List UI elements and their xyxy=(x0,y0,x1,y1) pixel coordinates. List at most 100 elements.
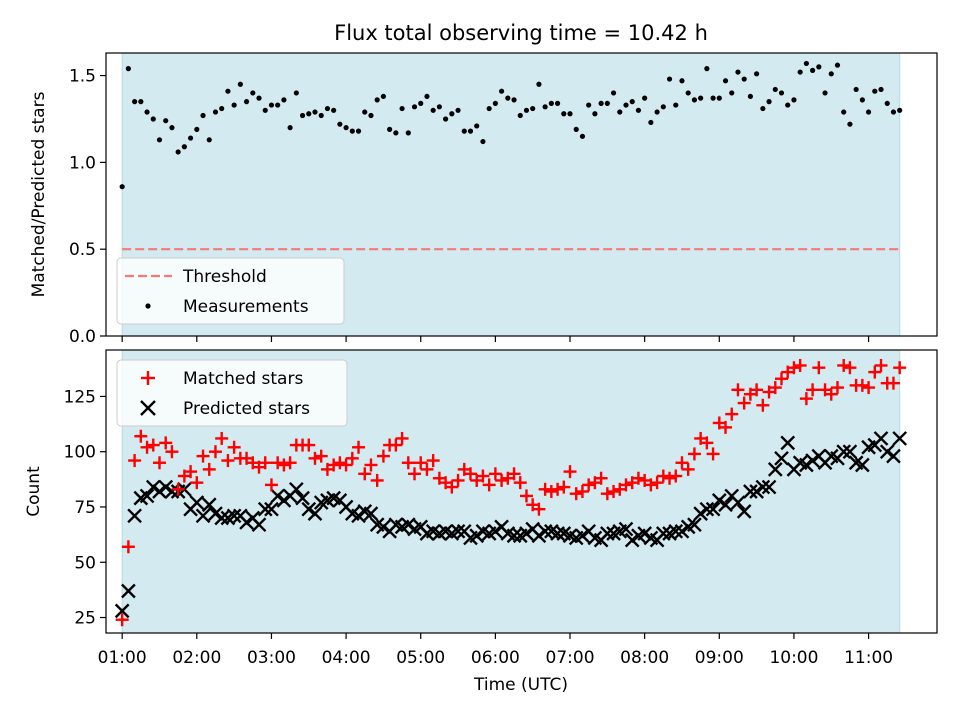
measurement-point xyxy=(710,95,716,101)
predicted-stars-point xyxy=(158,479,174,495)
predicted-stars-point xyxy=(805,453,820,468)
predicted-stars-point xyxy=(295,490,310,506)
measurement-point xyxy=(511,97,517,103)
measurement-point xyxy=(853,86,859,93)
predicted-stars-point xyxy=(145,479,161,495)
matched-stars-point xyxy=(793,358,807,372)
measurement-point xyxy=(561,111,567,117)
matched-stars-point xyxy=(420,462,434,476)
measurement-point xyxy=(778,90,785,96)
predicted-stars-point xyxy=(618,521,634,537)
measurement-point xyxy=(467,128,474,134)
matched-stars-point xyxy=(687,447,701,461)
predicted-stars-point xyxy=(307,506,323,521)
y-tick-label: 100 xyxy=(64,443,96,463)
predicted-stars-point xyxy=(450,523,466,539)
matched-stars-point xyxy=(725,407,739,421)
matched-stars-point xyxy=(532,502,546,516)
measurement-point xyxy=(368,112,374,119)
measurement-point xyxy=(604,100,610,106)
matched-stars-point xyxy=(128,454,142,468)
measurement-point xyxy=(163,118,169,124)
matched-stars-point xyxy=(283,456,297,470)
measurement-point xyxy=(399,105,405,112)
predicted-stars-point xyxy=(892,431,908,446)
y-tick-label: 1.0 xyxy=(69,153,96,173)
measurement-point xyxy=(150,116,156,122)
measurement-point xyxy=(530,105,536,112)
predicted-stars-point xyxy=(400,517,416,533)
measurements-series xyxy=(119,60,903,190)
matched-stars-point xyxy=(675,456,689,470)
predicted-stars-point xyxy=(743,484,758,499)
predicted-stars-point xyxy=(264,501,279,517)
measurement-point xyxy=(816,64,822,70)
matched-stars-point xyxy=(737,396,751,410)
legend-threshold-label: Threshold xyxy=(182,267,267,287)
measurement-point xyxy=(548,100,554,106)
matched-stars-point xyxy=(644,478,658,492)
x-tick-label: 02:00 xyxy=(172,648,221,668)
matched-stars-point xyxy=(196,449,210,463)
measurement-point xyxy=(268,102,275,108)
measurement-point xyxy=(623,102,629,108)
measurement-point xyxy=(436,104,442,110)
measurement-point xyxy=(461,128,467,134)
predicted-stars-point xyxy=(711,492,727,508)
predicted-stars-point xyxy=(301,501,317,517)
predicted-stars-point xyxy=(239,515,254,530)
measurement-point xyxy=(374,97,380,103)
bottom-axes-frame xyxy=(105,349,938,634)
measurement-point xyxy=(859,97,865,103)
matched-stars-point xyxy=(121,540,135,554)
matched-stars-point xyxy=(513,476,527,490)
predicted-stars-point xyxy=(755,479,771,495)
predicted-stars-point xyxy=(288,481,304,497)
measurement-point xyxy=(486,105,492,112)
x-tick-label: 01:00 xyxy=(98,648,147,668)
top-y-axis: 0.0 0.5 1.0 1.5 xyxy=(69,67,106,347)
matched-stars-point xyxy=(152,456,166,470)
matched-stars-point xyxy=(271,456,285,470)
predicted-stars-point xyxy=(251,517,267,533)
top-legend-box xyxy=(116,257,345,325)
measurement-point xyxy=(355,128,362,134)
measurement-point xyxy=(766,99,772,105)
measurement-point xyxy=(125,66,131,72)
measurement-point xyxy=(119,184,125,190)
matched-stars-point xyxy=(787,361,801,375)
predicted-stars-point xyxy=(705,501,721,517)
measurement-point xyxy=(722,78,729,84)
predicted-stars-point xyxy=(152,484,167,499)
matched-stars-point xyxy=(519,489,533,503)
y-tick-label: 0.5 xyxy=(69,240,96,260)
measurement-point xyxy=(474,123,480,129)
measurement-point xyxy=(610,90,617,96)
matched-stars-point xyxy=(774,372,788,386)
predicted-stars-point xyxy=(780,435,796,451)
matched-stars-point xyxy=(650,476,664,490)
measurement-point xyxy=(523,107,530,113)
measurement-point xyxy=(716,95,722,101)
predicted-stars-point xyxy=(624,532,640,548)
top-axes-frame xyxy=(105,52,938,337)
measurement-point xyxy=(293,90,299,96)
measurement-point xyxy=(200,112,206,119)
predicted-stars-point xyxy=(537,523,553,539)
measurement-point xyxy=(132,99,138,105)
matched-stars-point xyxy=(190,476,204,490)
measurement-point xyxy=(331,107,337,113)
measurement-point xyxy=(275,102,281,108)
predicted-stars-point xyxy=(214,510,230,526)
legend-measurements-swatch xyxy=(145,303,151,309)
predicted-stars-series xyxy=(114,431,908,619)
measurement-point xyxy=(617,109,623,115)
matched-stars-point xyxy=(731,383,745,397)
top-y-axis-label: Matched/Predicted stars xyxy=(29,91,49,297)
measurement-point xyxy=(598,100,604,106)
measurement-point xyxy=(772,86,778,93)
predicted-stars-point xyxy=(855,457,870,473)
measurement-point xyxy=(536,81,542,87)
measurement-point xyxy=(897,107,903,113)
